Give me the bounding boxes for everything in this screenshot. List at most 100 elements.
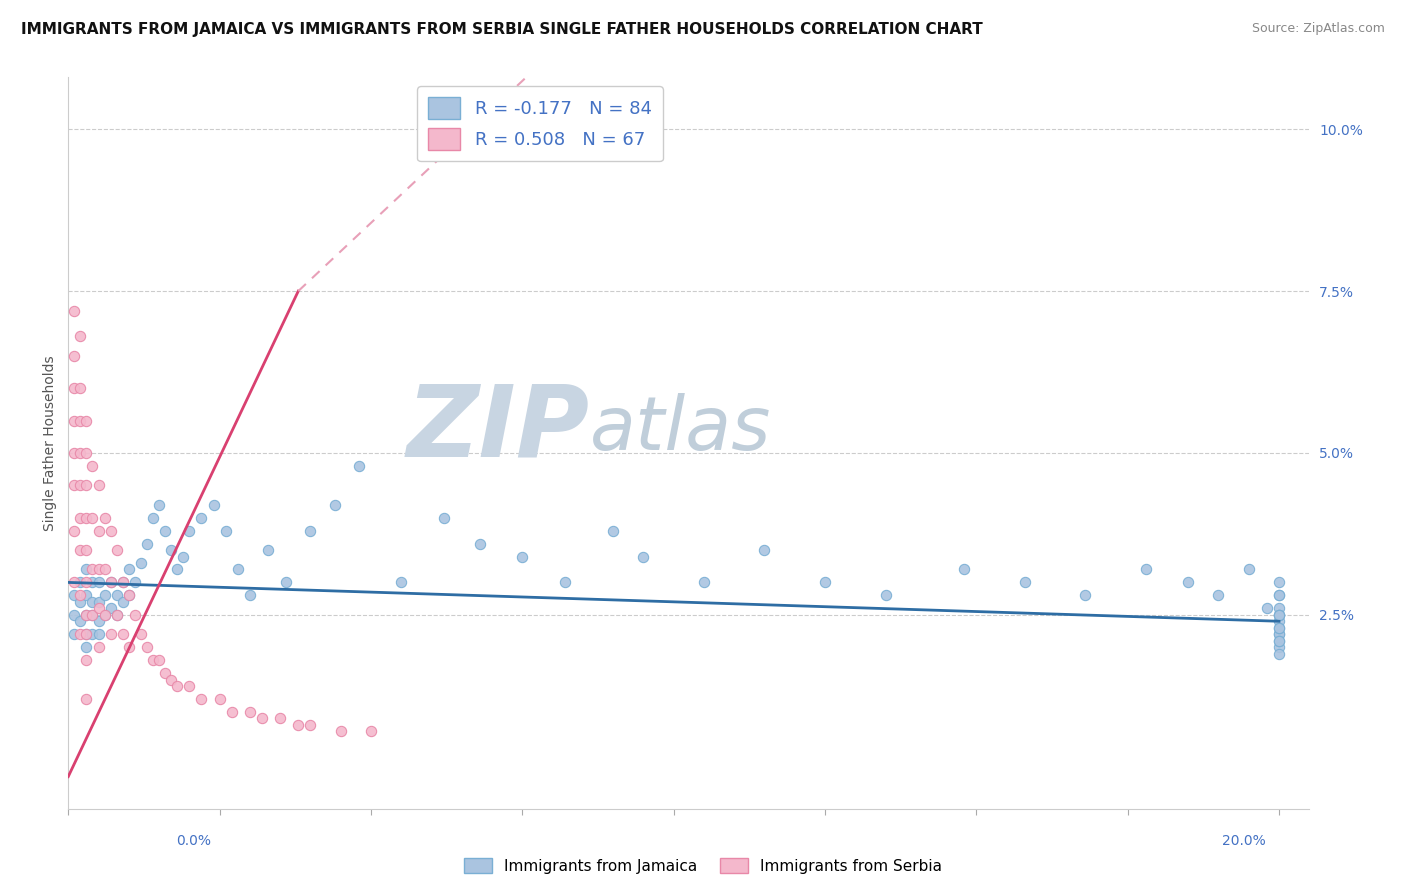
Point (142, 653, 165, 667)
Point (63, 349, 86, 363)
Point (100, 524, 122, 538)
Point (1208, 588, 1230, 602)
Point (239, 705, 262, 719)
Point (1268, 621, 1291, 635)
Point (69, 510, 91, 524)
Point (100, 627, 122, 641)
Point (63, 478, 86, 492)
Point (100, 575, 122, 590)
Point (69, 478, 91, 492)
Point (1237, 562, 1260, 576)
Point (1268, 607, 1291, 622)
Point (1268, 575, 1291, 590)
Point (1268, 614, 1291, 628)
Point (82, 627, 104, 641)
Point (100, 601, 122, 615)
Text: 0.0%: 0.0% (176, 834, 211, 848)
Point (63, 627, 86, 641)
Point (69, 381, 91, 395)
Point (87, 478, 110, 492)
Point (69, 543, 91, 558)
Point (75, 640, 97, 655)
Point (118, 562, 141, 576)
Point (105, 588, 128, 602)
Point (63, 607, 86, 622)
Point (111, 627, 134, 641)
Point (1268, 627, 1291, 641)
Point (148, 498, 170, 512)
Point (87, 595, 110, 609)
Point (160, 673, 183, 687)
Point (69, 588, 91, 602)
Point (69, 575, 91, 590)
Point (1268, 607, 1291, 622)
Point (389, 575, 412, 590)
Point (100, 575, 122, 590)
Point (347, 458, 370, 473)
Point (75, 575, 97, 590)
Point (153, 666, 176, 681)
Point (1268, 640, 1291, 655)
Point (75, 562, 97, 576)
Text: Source: ZipAtlas.com: Source: ZipAtlas.com (1251, 22, 1385, 36)
Point (124, 607, 146, 622)
Point (221, 705, 243, 719)
Point (602, 524, 624, 538)
Point (953, 562, 976, 576)
Point (208, 692, 231, 706)
Point (93, 607, 115, 622)
Point (118, 640, 141, 655)
Point (118, 588, 141, 602)
Point (160, 543, 183, 558)
Point (329, 724, 352, 739)
Legend: R = -0.177   N = 84, R = 0.508   N = 67: R = -0.177 N = 84, R = 0.508 N = 67 (418, 87, 662, 161)
Point (87, 562, 110, 576)
Point (63, 588, 86, 602)
Point (105, 607, 128, 622)
Point (63, 413, 86, 427)
Point (226, 562, 249, 576)
Point (87, 627, 110, 641)
Point (75, 653, 97, 667)
Point (93, 588, 115, 602)
Point (202, 498, 225, 512)
Point (153, 524, 176, 538)
Point (214, 524, 236, 538)
Point (814, 575, 837, 590)
Point (299, 524, 322, 538)
Point (69, 595, 91, 609)
Point (69, 329, 91, 343)
Point (93, 510, 115, 524)
Point (510, 549, 533, 564)
Point (63, 524, 86, 538)
Point (63, 446, 86, 460)
Point (75, 413, 97, 427)
Point (276, 575, 298, 590)
Point (432, 510, 454, 524)
Point (82, 595, 104, 609)
Point (87, 601, 110, 615)
Point (239, 588, 262, 602)
Point (87, 614, 110, 628)
Point (87, 640, 110, 655)
Point (554, 575, 576, 590)
Point (75, 607, 97, 622)
Point (179, 679, 201, 693)
Point (1268, 621, 1291, 635)
Point (142, 510, 165, 524)
Point (257, 543, 280, 558)
Point (82, 510, 104, 524)
Point (1268, 588, 1291, 602)
Point (82, 562, 104, 576)
Text: IMMIGRANTS FROM JAMAICA VS IMMIGRANTS FROM SERBIA SINGLE FATHER HOUSEHOLDS CORRE: IMMIGRANTS FROM JAMAICA VS IMMIGRANTS FR… (21, 22, 983, 37)
Point (69, 614, 91, 628)
Point (136, 536, 159, 550)
Point (118, 588, 141, 602)
Point (166, 562, 188, 576)
Point (75, 543, 97, 558)
Point (69, 627, 91, 641)
Point (75, 627, 97, 641)
Point (1135, 562, 1157, 576)
Text: 20.0%: 20.0% (1222, 834, 1265, 848)
Point (1268, 647, 1291, 661)
